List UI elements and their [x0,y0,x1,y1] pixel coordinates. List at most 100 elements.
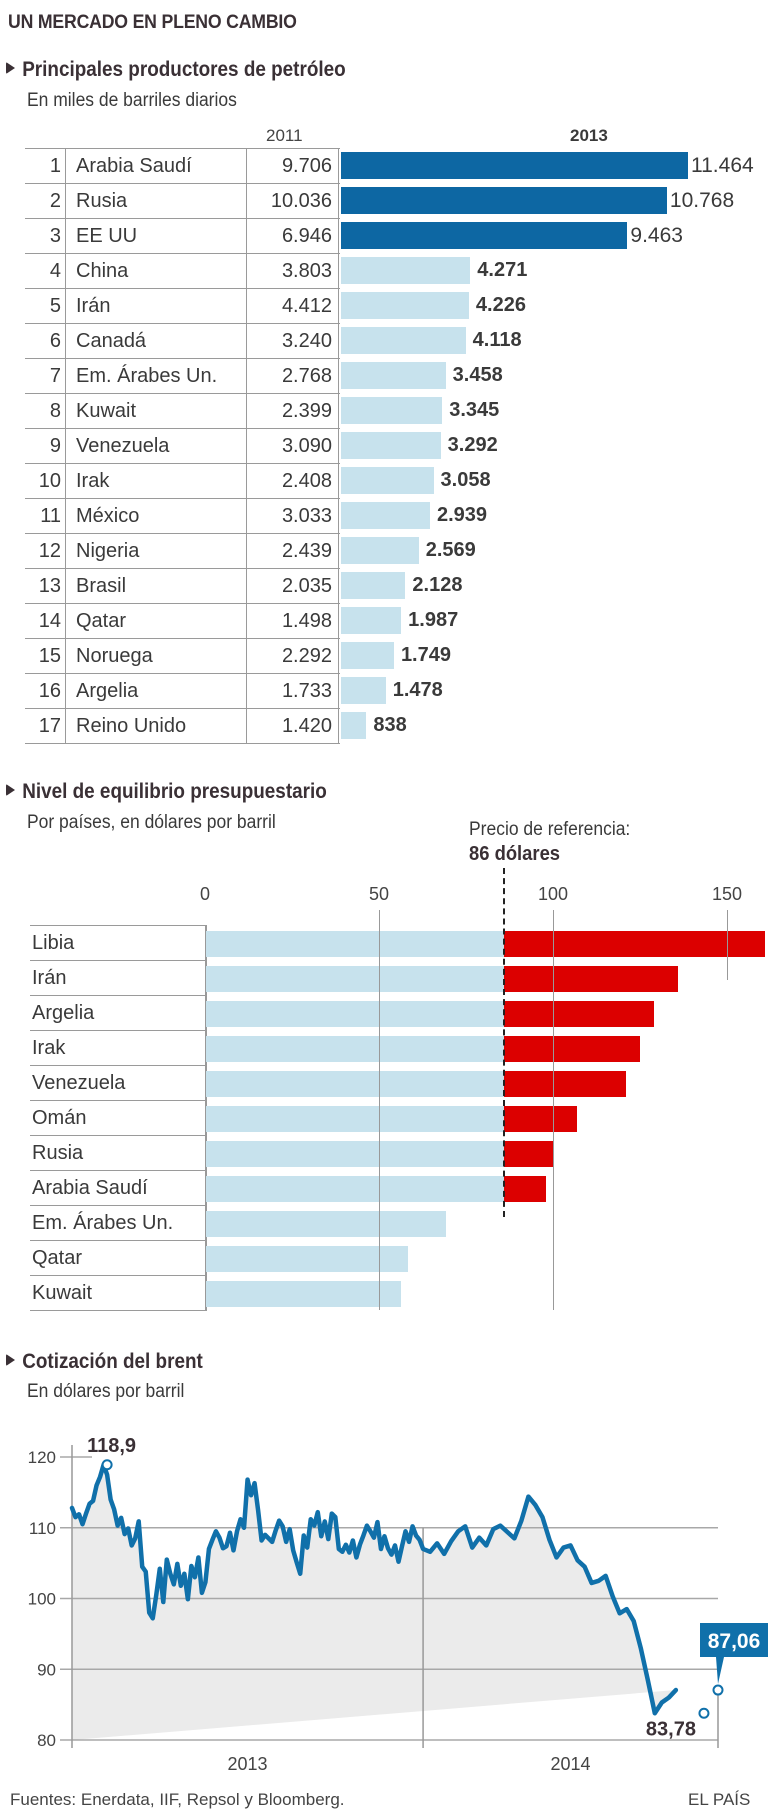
country-cell: Irán [65,289,247,324]
budget-subtitle: Por países, en dólares por barril [27,812,276,833]
table-row: 13 Brasil 2.035 [25,568,340,604]
category-row: Kuwait [30,1275,207,1310]
country-cell: EE UU [65,219,247,254]
rank-cell: 8 [49,400,61,422]
value-2011-cell: 2.439 [247,534,339,569]
bar-2013 [341,432,441,459]
value-2011-cell: 2.399 [247,394,339,429]
category-label: Rusia [32,1142,84,1164]
last-point-marker [712,1684,724,1696]
table-row: 7 Em. Árabes Un. 2.768 [25,358,340,394]
budget-bar-below-reference [206,966,506,992]
value-2011-cell: 2.408 [247,464,339,499]
last-value-callout [700,1623,768,1685]
table-row: 16 Argelia 1.733 [25,673,340,709]
publisher-logo: EL PAÍS [688,1790,751,1809]
bullet-icon [6,1354,15,1366]
budget-bar-below-reference [206,1211,447,1237]
bar-2013 [341,572,406,599]
y-tick-label: 110 [29,1519,56,1538]
value-2011-cell: 3.033 [247,499,339,534]
min-value-label: 83,78 [646,1718,696,1740]
reference-value-label: 86 dólares [469,843,561,865]
bar-value-label: 2.128 [412,574,463,596]
rank-cell: 7 [49,365,61,387]
table-row: 11 México 3.033 [25,498,340,534]
producers-title-text: Principales productores de petróleo [22,58,346,81]
table-row: 1 Arabia Saudí 9.706 [25,148,340,184]
budget-bar-below-reference [206,931,506,957]
table-row: 5 Irán 4.412 [25,288,340,324]
budget-bar-above-reference [504,1176,547,1202]
country-cell: China [65,254,247,289]
budget-bar-above-reference [504,931,766,957]
min-point-marker [698,1707,710,1719]
bar-value-label: 4.271 [477,259,528,281]
budget-bar-above-reference [504,1141,553,1167]
x-tick-label: 2014 [551,1754,591,1774]
category-row: Arabia Saudí [30,1170,207,1205]
budget-bar-below-reference [206,1176,506,1202]
producers-title: Principales productores de petróleo [6,58,346,82]
category-row: Irán [30,960,207,995]
bar-2013 [341,642,394,669]
price-line [69,1462,679,1716]
max-value-label: 118,9 [87,1435,136,1457]
bullet-icon [6,784,15,796]
y-tick-label: 100 [28,1590,56,1609]
category-label: Arabia Saudí [32,1177,148,1199]
bar-value-label: 4.226 [475,294,526,316]
budget-bar-below-reference [206,1001,506,1027]
bar-2013 [341,712,367,739]
bar-value-label: 2.939 [436,504,488,526]
budget-bar-below-reference [206,1036,506,1062]
bar-2013 [341,467,434,494]
last-value-label: 87,06 [708,1630,761,1653]
table-bottom-border [30,1310,207,1311]
gridline [553,910,554,1310]
y-tick-label: 80 [37,1731,56,1750]
country-cell: Argelia [65,674,247,709]
country-cell: Brasil [65,569,247,604]
country-cell: Canadá [65,324,247,359]
brent-subtitle: En dólares por barril [27,1381,185,1402]
category-label: Irán [32,967,67,989]
value-2011-cell: 1.420 [247,709,339,744]
bar-2013 [341,397,443,424]
country-cell: Kuwait [65,394,247,429]
country-cell: Venezuela [65,429,247,464]
rank-cell: 3 [49,225,61,247]
budget-bar-below-reference [206,1246,408,1272]
budget-bar-above-reference [504,1071,627,1097]
table-bottom-border [25,743,340,744]
budget-bar-above-reference [504,1106,578,1132]
value-2011-cell: 2.292 [247,639,339,674]
value-2011-cell: 2.035 [247,569,339,604]
category-row: Venezuela [30,1065,207,1100]
table-row: 8 Kuwait 2.399 [25,393,340,429]
table-row: 17 Reino Unido 1.420 [25,708,340,744]
max-point-marker [101,1459,113,1471]
bar-value-label: 10.768 [669,189,735,212]
bar-value-label: 3.458 [452,364,503,386]
category-row: Irak [30,1030,207,1065]
rank-cell: 15 [38,645,61,667]
value-2011-cell: 4.412 [247,289,339,324]
bar-value-label: 1.987 [408,609,459,631]
category-label: Irak [32,1037,66,1059]
value-2011-cell: 10.036 [247,184,339,219]
table-row: 3 EE UU 6.946 [25,218,340,254]
rank-cell: 6 [49,330,61,352]
bar-2013 [341,537,419,564]
rank-cell: 10 [38,470,61,492]
x-tick-label: 150 [711,884,743,904]
category-label: Em. Árabes Un. [32,1212,174,1234]
rank-cell: 13 [38,575,61,597]
rank-cell: 2 [49,190,61,212]
value-2011-cell: 3.803 [247,254,339,289]
bar-value-label: 4.118 [472,329,522,351]
rank-cell: 11 [40,505,61,527]
rank-cell: 9 [49,435,61,457]
bar-2013 [341,222,628,249]
bar-value-label: 11.464 [691,154,754,177]
